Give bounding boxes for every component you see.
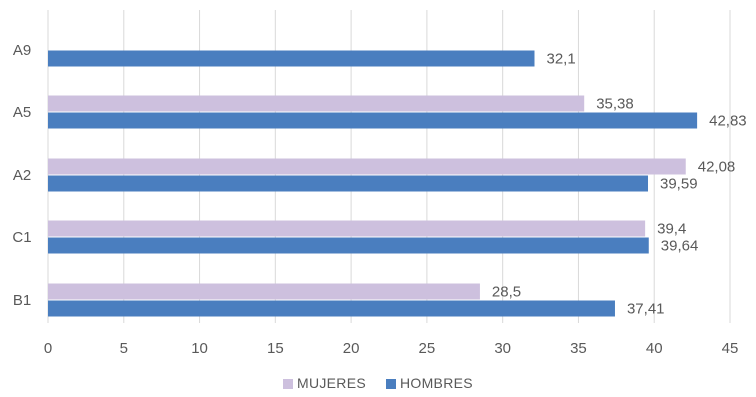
x-tick-label: 35 <box>570 340 587 357</box>
y-category-label: C1 <box>12 229 31 246</box>
data-label: 42,08 <box>698 159 736 176</box>
bar-hombres-c1 <box>48 237 649 254</box>
bars <box>48 50 698 317</box>
x-tick-label: 20 <box>343 340 360 357</box>
legend-label-mujeres: MUJERES <box>297 375 366 391</box>
x-tick-label: 15 <box>267 340 284 357</box>
x-tick-label: 40 <box>646 340 663 357</box>
bar-mujeres-b1 <box>48 283 480 300</box>
legend-swatch-mujeres <box>283 379 293 389</box>
data-label: 35,38 <box>596 96 634 113</box>
data-label: 39,59 <box>660 176 698 193</box>
bar-mujeres-a2 <box>48 158 686 175</box>
y-category-label: A5 <box>13 104 31 121</box>
legend-label-hombres: HOMBRES <box>400 375 473 391</box>
x-tick-label: 45 <box>722 340 739 357</box>
data-label: 39,64 <box>661 238 699 255</box>
x-tick-label: 5 <box>120 340 128 357</box>
data-label: 39,4 <box>657 221 686 238</box>
data-label: 28,5 <box>492 284 521 301</box>
bar-mujeres-c1 <box>48 220 646 237</box>
y-category-label: A2 <box>13 167 31 184</box>
y-category-label: A9 <box>13 42 31 59</box>
data-label: 32,1 <box>546 51 575 68</box>
bar-hombres-a2 <box>48 175 649 192</box>
x-tick-label: 10 <box>191 340 208 357</box>
x-tick-label: 0 <box>44 340 52 357</box>
data-label: 42,83 <box>709 113 747 130</box>
data-labels: 35,38 42,08 39,4 28,5 32,1 42,83 39,59 39,64 37,… <box>492 51 747 318</box>
legend-swatch-hombres <box>386 379 396 389</box>
bar-mujeres-a5 <box>48 95 585 112</box>
x-tick-label: 30 <box>494 340 511 357</box>
axis-labels: 0 5 10 15 20 25 30 35 40 45 A9 A5 A2 C1 B1 <box>12 42 738 357</box>
legend: MUJERES HOMBRES <box>283 375 473 391</box>
x-tick-label: 25 <box>419 340 436 357</box>
bar-hombres-a9 <box>48 50 535 67</box>
data-label: 37,41 <box>627 301 665 318</box>
bar-hombres-b1 <box>48 300 615 317</box>
bar-hombres-a5 <box>48 112 698 129</box>
y-category-label: B1 <box>13 292 31 309</box>
